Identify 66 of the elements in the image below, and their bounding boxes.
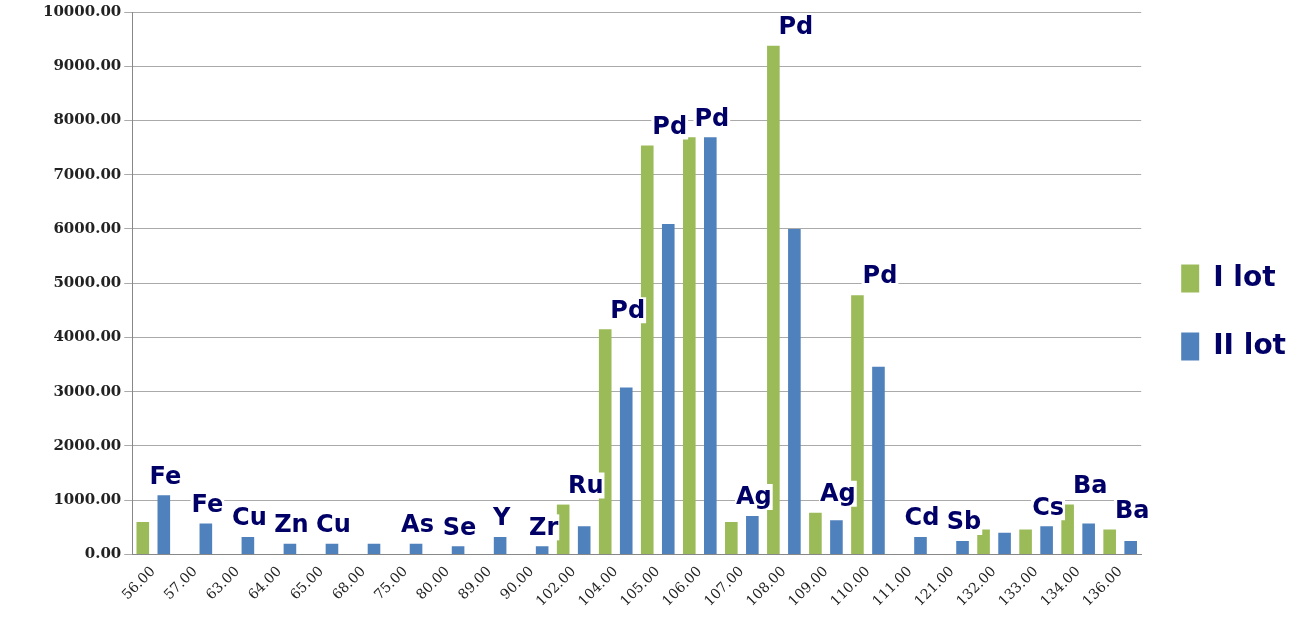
annotation: Ba bbox=[1072, 470, 1108, 499]
bar bbox=[325, 543, 339, 554]
annotation: Cd bbox=[904, 503, 940, 532]
annotation: Cs bbox=[1032, 492, 1065, 521]
y-tick-label: 6000.00 bbox=[53, 218, 122, 237]
bar bbox=[725, 521, 738, 554]
annotation: Y bbox=[491, 503, 511, 532]
y-tick-label: 2000.00 bbox=[53, 435, 122, 454]
annotation: Zr bbox=[529, 512, 559, 541]
bar bbox=[409, 543, 423, 554]
bar bbox=[830, 520, 843, 554]
y-tick-label: 10000.00 bbox=[43, 1, 122, 20]
bar bbox=[704, 137, 717, 554]
annotation: Ba bbox=[1114, 495, 1150, 524]
annotation: Pd bbox=[778, 11, 814, 40]
bar bbox=[241, 537, 255, 554]
bar bbox=[1124, 540, 1137, 554]
bar bbox=[977, 529, 990, 554]
annotation: Ag bbox=[820, 478, 856, 507]
annotation: Ag bbox=[735, 482, 772, 511]
bar bbox=[199, 523, 213, 554]
y-tick-label: 7000.00 bbox=[53, 164, 122, 183]
bar bbox=[619, 387, 633, 554]
bar bbox=[872, 366, 885, 554]
bar bbox=[157, 495, 171, 554]
bar bbox=[283, 543, 297, 554]
y-tick-label: 8000.00 bbox=[53, 110, 122, 129]
y-tick-label: 1000.00 bbox=[53, 490, 122, 509]
legend-label: I lot bbox=[1213, 259, 1276, 293]
annotation: Sb bbox=[946, 507, 982, 536]
bar bbox=[956, 540, 969, 554]
y-tick-label: 5000.00 bbox=[53, 273, 122, 292]
annotation: As bbox=[401, 509, 434, 538]
bar bbox=[1103, 529, 1116, 554]
y-tick-label: 4000.00 bbox=[53, 327, 122, 346]
annotation: Pd bbox=[694, 103, 730, 132]
bar bbox=[367, 543, 381, 554]
bar bbox=[1019, 529, 1032, 554]
bar bbox=[809, 512, 822, 554]
annotation: Zn bbox=[274, 509, 309, 538]
annotation: Pd bbox=[652, 111, 688, 140]
bar bbox=[914, 537, 927, 554]
annotation: Fe bbox=[191, 489, 224, 518]
bar bbox=[1040, 526, 1053, 554]
bar bbox=[661, 224, 675, 554]
annotation: Cu bbox=[232, 503, 267, 532]
bar bbox=[577, 526, 591, 554]
annotation: Pd bbox=[610, 295, 646, 324]
bar bbox=[788, 228, 801, 554]
bar bbox=[451, 546, 465, 554]
y-tick-label: 3000.00 bbox=[53, 381, 122, 400]
bar bbox=[1061, 504, 1074, 554]
bar bbox=[998, 532, 1011, 554]
bar bbox=[746, 515, 759, 554]
y-tick-label: 0.00 bbox=[84, 544, 122, 563]
annotation: Pd bbox=[862, 261, 898, 290]
bar bbox=[493, 537, 507, 554]
annotation: Ru bbox=[567, 470, 604, 499]
annotation: Se bbox=[442, 512, 477, 541]
annotation: Cu bbox=[316, 509, 351, 538]
bar bbox=[1082, 523, 1095, 554]
legend-label: II lot bbox=[1213, 327, 1287, 361]
y-tick-label: 9000.00 bbox=[53, 56, 122, 75]
bar bbox=[136, 521, 150, 554]
bar bbox=[535, 546, 549, 554]
annotation: Fe bbox=[149, 461, 182, 490]
